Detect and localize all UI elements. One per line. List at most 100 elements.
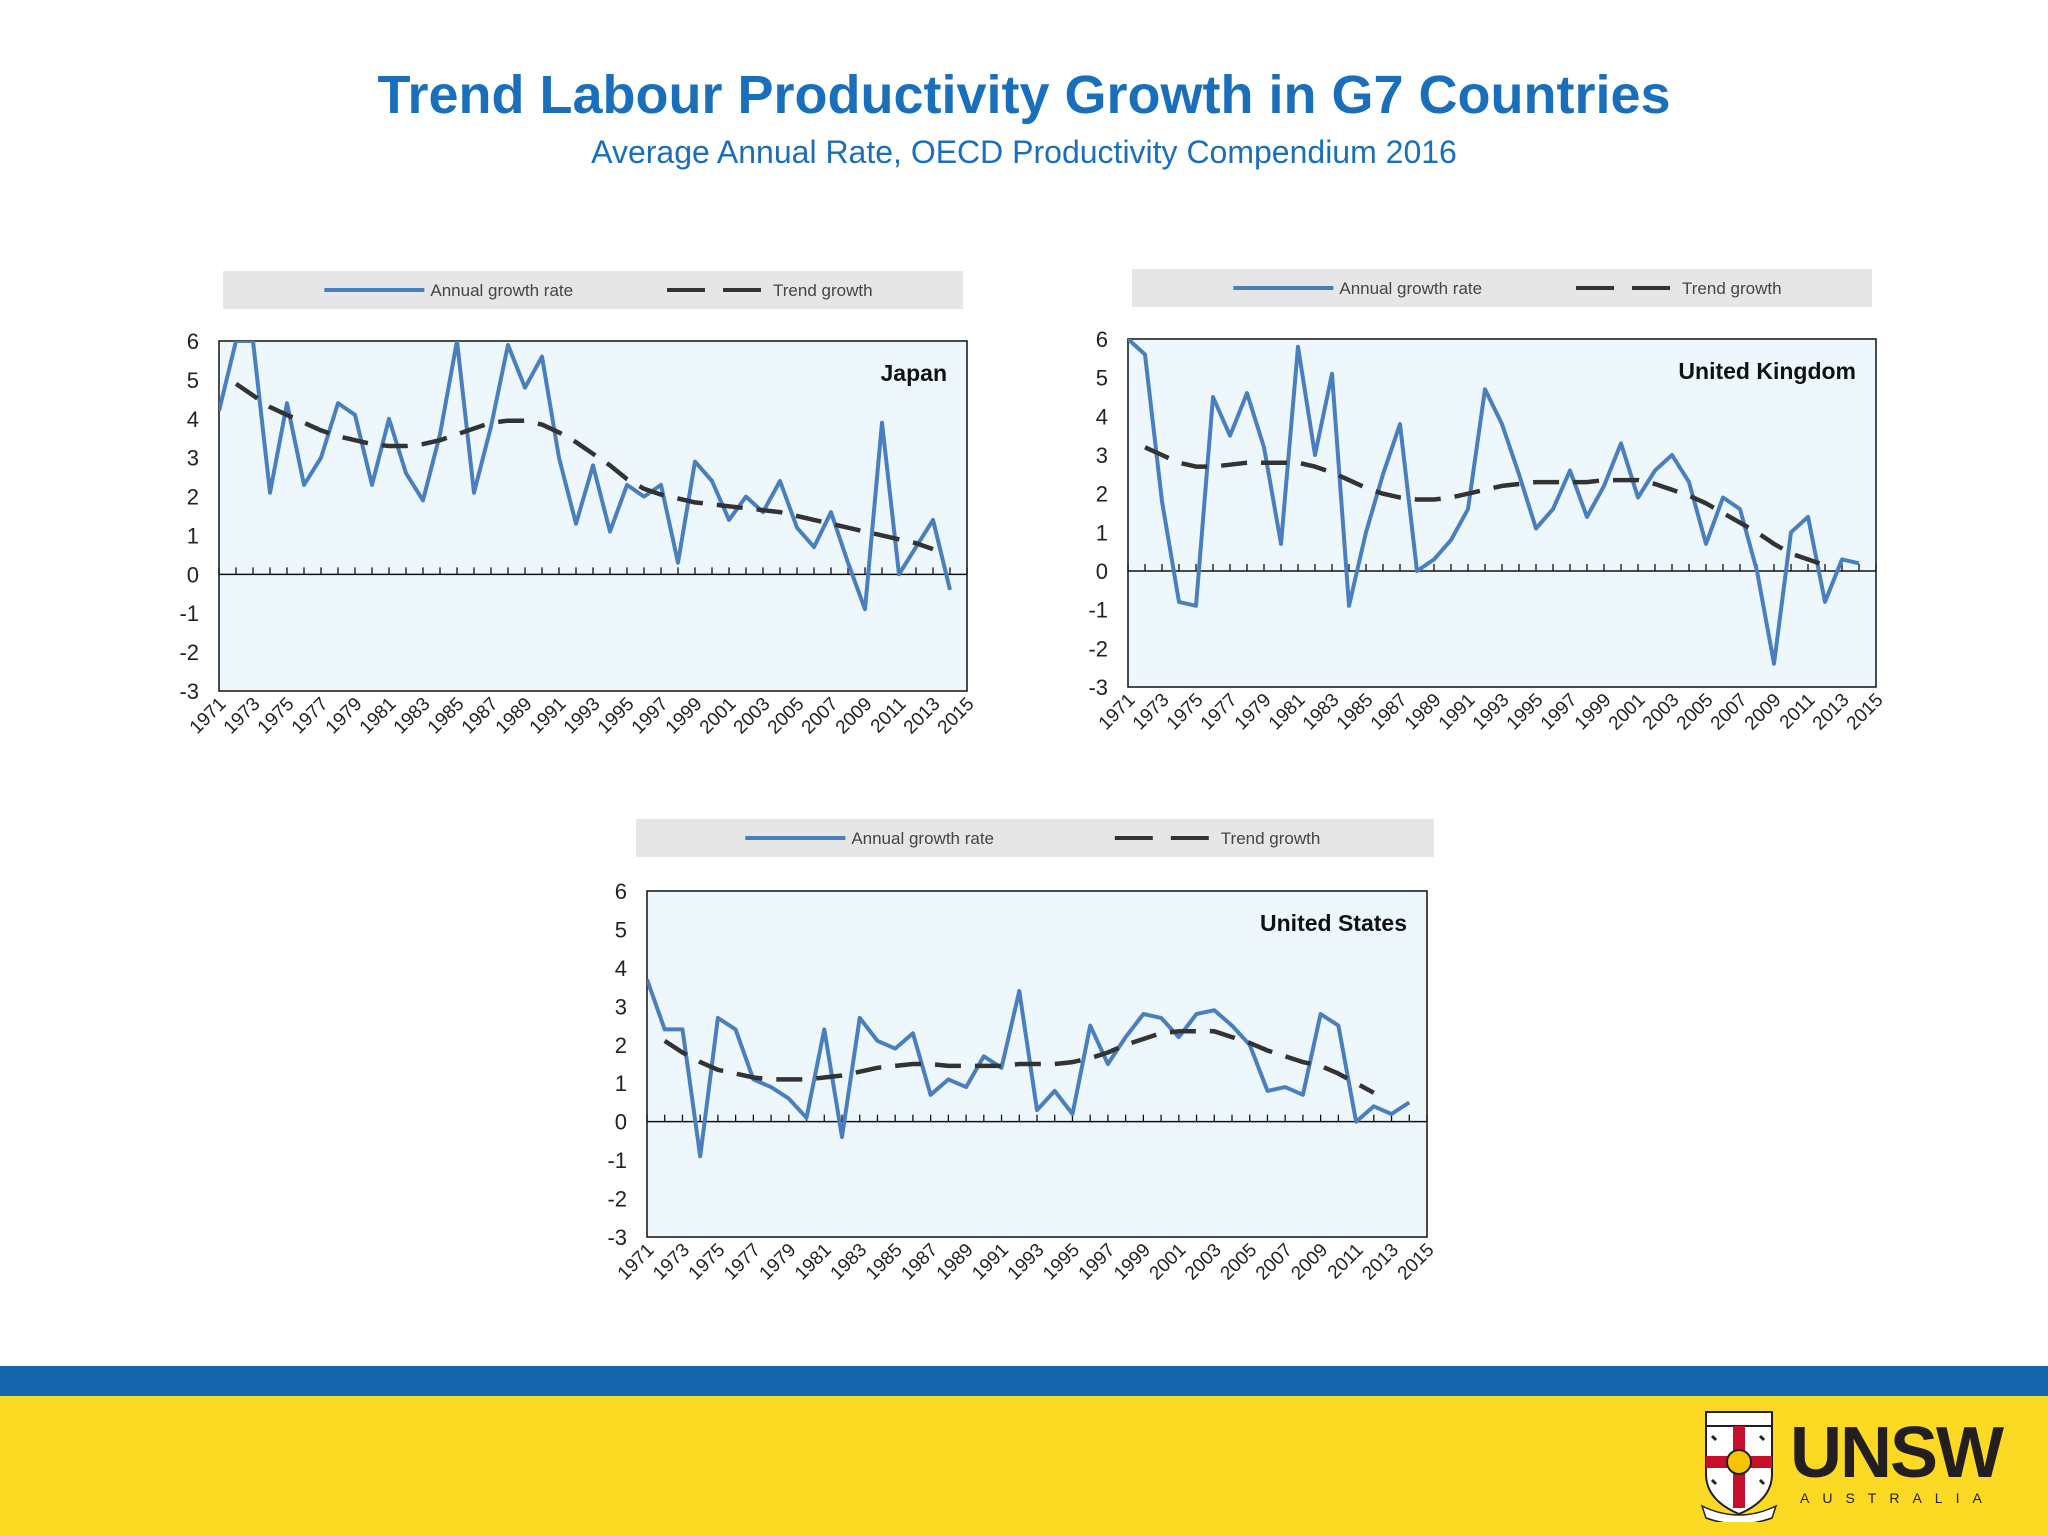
chart-united-kingdom: Annual growth rate Trend growth 6 5 4 3 2 1 0 -1 -… (1088, 269, 1888, 735)
x-tick-label: 1993 (1004, 1240, 1049, 1285)
x-tick-label: 2007 (1707, 690, 1752, 735)
x-tick-label: 1999 (662, 694, 707, 739)
y-tick-label: -3 (179, 679, 199, 704)
x-tick-label: 1977 (1197, 690, 1242, 735)
y-tick-label: 0 (615, 1110, 627, 1135)
x-tick-label: 2011 (1776, 690, 1820, 734)
plot-area (218, 340, 968, 692)
y-tick-label: 6 (615, 879, 627, 904)
y-tick-label: 0 (1096, 559, 1108, 584)
y-tick-label: -2 (1088, 636, 1108, 661)
legend-label-trend: Trend growth (1221, 829, 1321, 848)
y-tick-label: 2 (1096, 482, 1108, 507)
footer-blue-band (0, 1366, 2048, 1396)
x-tick-label: 1985 (862, 1240, 907, 1285)
x-tick-label: 1999 (1110, 1240, 1155, 1285)
x-tick-label: 2007 (798, 694, 843, 739)
x-tick-label: 1995 (1503, 690, 1548, 735)
chart-country-label: Japan (881, 360, 947, 386)
x-tick-label: 1979 (1231, 690, 1276, 735)
x-tick-label: 1995 (1039, 1240, 1084, 1285)
x-tick-label: 1975 (1163, 690, 1208, 735)
x-tick-label: 1993 (560, 694, 605, 739)
x-tick-label: 2005 (1673, 690, 1718, 735)
x-tick-label: 2015 (1394, 1240, 1439, 1285)
x-tick-label: 1975 (254, 694, 299, 739)
chart-country-label: United States (1260, 910, 1407, 936)
chart-country-label: United Kingdom (1678, 358, 1856, 384)
y-tick-label: -2 (607, 1187, 627, 1212)
series-trend-growth (663, 1029, 1375, 1095)
legend-label-annual: Annual growth rate (1339, 279, 1482, 298)
y-tick-label: -3 (1088, 675, 1108, 700)
x-tick-label: 1979 (322, 694, 367, 739)
x-tick-label: 2001 (1146, 1240, 1191, 1285)
y-tick-label: -3 (607, 1225, 627, 1250)
x-tick-label: 2005 (1217, 1240, 1262, 1285)
x-tick-label: 2013 (1809, 690, 1854, 735)
x-tick-label: 2013 (1358, 1240, 1403, 1285)
series-trend-growth (234, 381, 934, 552)
x-tick-label: 1991 (1435, 690, 1480, 735)
x-tick-label: 1981 (356, 694, 401, 739)
x-tick-label: 1979 (756, 1240, 801, 1285)
x-tick-label: 2003 (730, 694, 775, 739)
x-tick-label: 2009 (1741, 690, 1786, 735)
chart-japan: Annual growth rate Trend growth 6 5 4 3 2 1 0 -1 -… (179, 271, 979, 739)
y-tick-label: 2 (615, 1033, 627, 1058)
x-tick-label: 1973 (649, 1240, 694, 1285)
unsw-logo: UNSW AUSTRALIA (1700, 1410, 2010, 1524)
y-tick-label: 5 (615, 917, 627, 942)
x-tick-label: 2013 (900, 694, 945, 739)
series-annual-growth-rate (647, 978, 1411, 1159)
x-tick-label: 1989 (933, 1240, 978, 1285)
y-tick-label: -2 (179, 640, 199, 665)
x-tick-label: 1983 (827, 1240, 872, 1285)
x-tick-label: 1995 (594, 694, 639, 739)
x-tick-label: 1981 (791, 1240, 836, 1285)
x-tick-label: 1985 (424, 694, 469, 739)
y-tick-label: 1 (1096, 520, 1108, 545)
y-tick-label: 5 (187, 368, 199, 393)
y-tick-label: 0 (187, 562, 199, 587)
y-tick-label: 3 (1096, 443, 1108, 468)
x-tick-label: 2009 (832, 694, 877, 739)
y-tick-label: 4 (615, 956, 627, 981)
x-tick-label: 2001 (696, 694, 741, 739)
x-tick-label: 2015 (934, 694, 979, 739)
y-tick-label: 6 (1096, 327, 1108, 352)
y-tick-label: 6 (187, 329, 199, 354)
y-tick-label: 4 (1096, 404, 1108, 429)
x-tick-label: 1977 (720, 1240, 765, 1285)
x-tick-label: 2011 (867, 694, 911, 738)
series-annual-growth-rate (219, 341, 952, 612)
series-annual-growth-rate (1128, 339, 1860, 666)
plot-area (1127, 338, 1877, 688)
x-tick-label: 1975 (685, 1240, 730, 1285)
y-tick-label: -1 (179, 601, 199, 626)
x-tick-label: 1997 (1075, 1240, 1120, 1285)
x-tick-label: 1983 (390, 694, 435, 739)
chart-united-states: Annual growth rate Trend growth 6 5 4 3 2 1 0 -1 -… (607, 819, 1439, 1285)
logo-subtitle: AUSTRALIA (1800, 1490, 1995, 1506)
x-tick-label: 2009 (1287, 1240, 1332, 1285)
x-tick-label: 2007 (1252, 1240, 1297, 1285)
y-tick-label: 5 (1096, 366, 1108, 391)
y-tick-label: 3 (187, 446, 199, 471)
legend-label-trend: Trend growth (1682, 279, 1782, 298)
x-tick-label: 1989 (492, 694, 537, 739)
x-tick-label: 1991 (968, 1240, 1013, 1285)
x-tick-label: 1987 (897, 1240, 942, 1285)
crest-icon (1700, 1411, 1778, 1522)
x-tick-label: 1997 (628, 694, 673, 739)
x-tick-label: 1987 (1367, 690, 1412, 735)
x-tick-label: 2003 (1181, 1240, 1226, 1285)
y-tick-label: -1 (607, 1148, 627, 1173)
slide-subtitle: Average Annual Rate, OECD Productivity C… (591, 134, 1457, 170)
y-tick-label: -1 (1088, 598, 1108, 623)
x-tick-label: 1981 (1265, 690, 1310, 735)
y-tick-label: 3 (615, 994, 627, 1019)
x-tick-label: 1973 (1129, 690, 1174, 735)
y-tick-label: 1 (187, 523, 199, 548)
y-tick-label: 1 (615, 1071, 627, 1096)
